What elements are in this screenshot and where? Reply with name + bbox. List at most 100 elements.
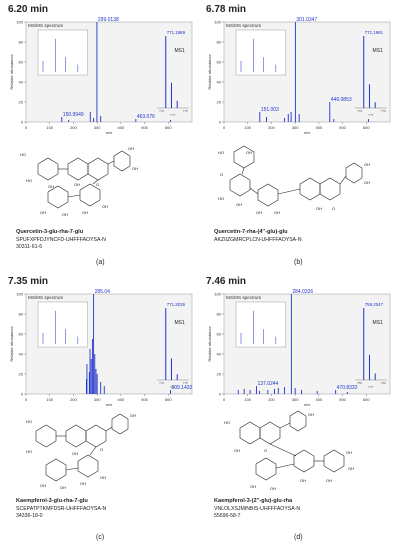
inchikey: AKZIIZGMRCPLCN-UHFFFAOYSA-N [214,237,302,243]
compound-name: Quercetin-3-glu-rha-7-glu [16,229,84,235]
y-tick-label: 60 [217,332,222,337]
peak-label: 151.003 [261,107,279,113]
svg-text:OH: OH [256,210,262,215]
y-tick-label: 60 [19,332,24,337]
y-tick-label: 40 [217,80,222,85]
panel-label: (b) [294,259,303,266]
spectrum-chart-b: MS/MS spectrum 0 20 40 60 80 100 0 100 200 300 400 5… [206,16,394,141]
x-tick-label: 600 [363,125,370,130]
svg-text:O: O [96,182,99,187]
spectrum-title: MS/MS spectrum [226,23,261,28]
y-tick-label: 40 [19,80,24,85]
peak-label: 137.0244 [257,381,278,387]
x-tick-label: 400 [118,397,125,402]
svg-text:OH: OH [128,146,134,151]
x-tick-label: 500 [141,125,148,130]
x-tick-label: 600 [165,125,172,130]
spectrum-title: MS/MS spectrum [28,295,63,300]
y-tick-label: 20 [19,372,24,377]
inset-tick-label: 760 [381,381,386,385]
x-axis-label: m/z [106,130,112,135]
inset-axis-label: m/z [368,113,373,117]
svg-text:OH: OH [246,150,252,155]
spectrum-svg: MS/MS spectrum 0 20 40 60 80 100 0 100 200 300 400 5… [207,17,391,135]
inset-tick-label: 775 [381,109,386,113]
x-tick-label: 600 [363,397,370,402]
y-axis-label: Relative abundance [207,326,212,362]
x-tick-label: 300 [292,397,299,402]
x-tick-label: 600 [165,397,172,402]
y-axis-label: Relative abundance [9,54,14,90]
x-tick-label: 200 [70,125,77,130]
retention-time: 6.78 min [206,4,247,15]
panel-label: (d) [294,534,303,541]
retention-time: 7.46 min [206,276,247,287]
inset-axis-label: m/z [170,113,175,117]
x-tick-label: 400 [118,125,125,130]
spectrum-chart-a: MS/MS spectrum 0 20 40 60 80 100 0 100 200 300 400 5… [8,16,196,141]
y-tick-label: 40 [19,352,24,357]
svg-text:O: O [220,172,223,177]
molecule-structure-a: HO HO OH OH OH OH O OH OH OH OH [18,142,168,227]
y-tick-label: 100 [214,20,221,25]
y-tick-label: 0 [219,392,222,397]
x-tick-label: 400 [316,125,323,130]
y-tick-label: 20 [217,100,222,105]
svg-text:OH: OH [48,184,54,189]
svg-text:HO: HO [218,196,224,201]
inset-axis-label: m/z [368,385,373,389]
x-tick-label: 500 [141,397,148,402]
inchikey: SCEPATPTKMFDSR-UHFFFAOYSA-N [16,506,107,512]
peak-label: 150.9949 [63,112,84,118]
y-tick-label: 20 [217,372,222,377]
x-tick-label: 0 [25,125,28,130]
peak-label: 609.1432 [171,385,192,391]
x-tick-label: 500 [339,397,346,402]
panel-label: (c) [96,534,105,541]
inset-peak-label: 771.2036 [167,302,186,307]
svg-text:OH: OH [132,166,138,171]
svg-text:OH: OH [364,180,370,185]
x-axis-label: m/z [304,130,310,135]
svg-text:OH: OH [60,485,66,490]
y-tick-label: 0 [21,120,24,125]
svg-text:O: O [332,206,335,211]
ms1-label: MS1 [372,48,383,54]
compound-name: Kaempferol-3-(2''-glu)-glu-rha [214,498,293,504]
peak-label: 301.0347 [296,17,317,23]
compound-name: Kaempferol-3-glu-rha-7-glu [16,498,88,504]
inset-tick-label: 775 [183,381,188,385]
inset-peak-label: 771.1989 [167,30,186,35]
ms1-label: MS1 [174,48,185,54]
cas-number: 34336-18-0 [16,513,43,519]
svg-text:OH: OH [234,448,240,453]
molecule-structure-c: HO HO OH OH O OH OH OH OH [26,413,176,498]
svg-text:OH: OH [364,162,370,167]
svg-text:HO: HO [218,150,224,155]
peak-label: 446.0853 [331,97,352,103]
peak-label: 284.0326 [292,289,313,295]
y-tick-label: 80 [19,40,24,45]
svg-text:OH: OH [62,212,68,217]
spectrum-svg: MS/MS spectrum 0 20 40 60 80 100 0 100 200 300 400 5… [9,289,193,407]
svg-text:OH: OH [274,210,280,215]
svg-text:OH: OH [308,412,314,417]
y-tick-label: 80 [19,312,24,317]
inset-tick-label: 750 [357,381,362,385]
retention-time: 6.20 min [8,4,49,15]
svg-text:OH: OH [74,182,80,187]
svg-text:OH: OH [82,210,88,215]
spectrum-title: MS/MS spectrum [28,23,63,28]
compound-name: Quercetin-7-rha-(4''-glu)-glu [214,229,288,235]
svg-text:OH: OH [236,202,242,207]
cas-number: 55696-58-7 [214,513,241,519]
overview-inset [37,29,88,76]
inset-tick-label: 770 [159,109,164,113]
y-tick-label: 100 [16,20,23,25]
y-tick-label: 60 [217,60,222,65]
x-tick-label: 300 [94,397,101,402]
y-tick-label: 0 [21,392,24,397]
y-tick-label: 80 [217,40,222,45]
inset-axis-label: m/z [170,385,175,389]
x-tick-label: 0 [223,397,226,402]
